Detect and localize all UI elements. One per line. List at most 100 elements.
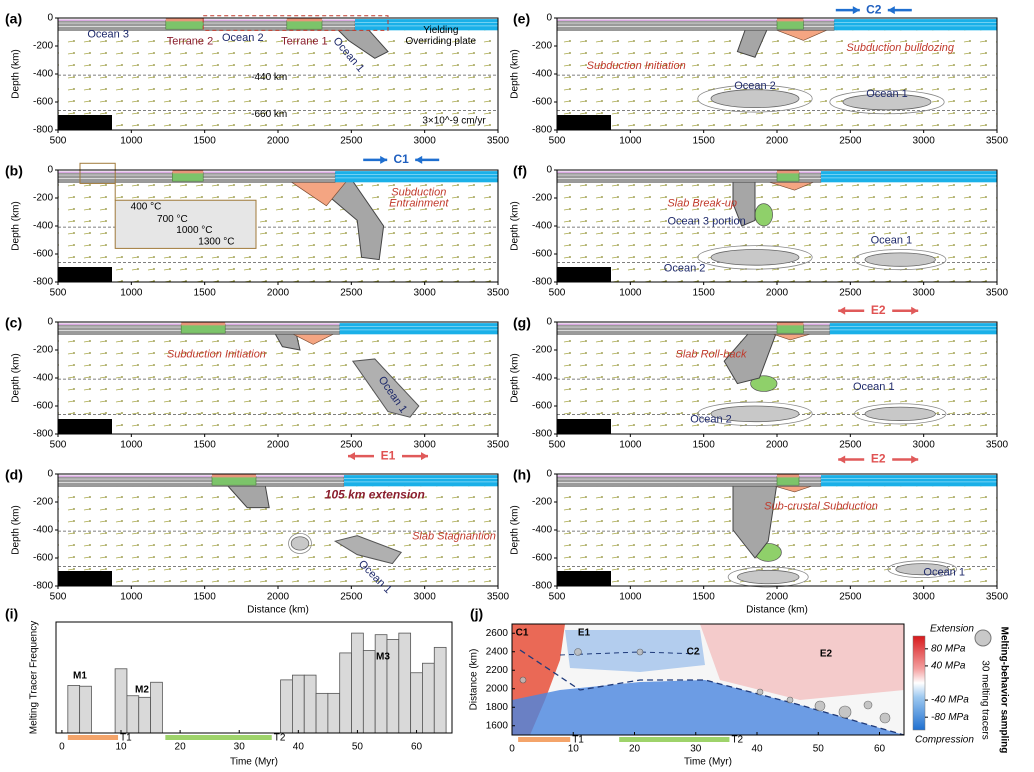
- bar: [315, 692, 329, 734]
- y-tick-label: 2600: [486, 628, 509, 639]
- terrane: [286, 19, 323, 30]
- y-tick-label: -600: [33, 401, 53, 412]
- x-tick-label: 1000: [120, 440, 143, 451]
- slab-outline: [854, 403, 947, 425]
- time-span: [518, 737, 571, 742]
- y-tick-label: -600: [532, 97, 552, 108]
- panel-label: (g): [513, 315, 531, 331]
- y-axis-label: Depth (km): [510, 505, 521, 554]
- continental-plate: [57, 475, 345, 487]
- legend-title: Melting-behavior sampling: [998, 627, 1009, 754]
- y-tick-label: -400: [33, 221, 53, 232]
- y-tick-label: 1600: [486, 720, 509, 731]
- time-label: 35.5 Myr: [560, 270, 600, 281]
- annotation: E2: [871, 303, 886, 317]
- panel-label: (f): [513, 163, 527, 179]
- x-tick-label: 1000: [619, 592, 642, 603]
- x-tick-label: 2000: [766, 136, 789, 147]
- phase-label: E2: [820, 649, 833, 660]
- x-tick-label: 1000: [619, 288, 642, 299]
- x-tick-label: 1500: [194, 288, 217, 299]
- x-tick-label: 40: [293, 742, 305, 753]
- legend-label: 30 melting tracers: [979, 660, 990, 739]
- bar: [374, 634, 388, 734]
- motion-arrow-head: [348, 452, 355, 461]
- annotation: Yielding: [423, 25, 458, 36]
- x-axis-label: Time (Myr): [684, 757, 732, 768]
- peak-label: M3: [376, 652, 390, 663]
- y-tick-label: -600: [532, 401, 552, 412]
- y-tick-label: -200: [532, 41, 552, 52]
- x-tick-label: 0: [59, 742, 65, 753]
- panel-label: (h): [513, 467, 531, 483]
- x-tick-label: 1000: [120, 136, 143, 147]
- y-tick-label: -800: [532, 429, 552, 440]
- annotation: Ocean 1: [923, 566, 965, 578]
- y-axis-label: Depth (km): [11, 49, 22, 98]
- time-label: 11.5 Myr: [61, 574, 101, 585]
- y-tick-label: -600: [532, 553, 552, 564]
- y-axis-label: Depth (km): [11, 505, 22, 554]
- oceanic-plate: [339, 323, 498, 335]
- annotation: Ocean 1: [871, 234, 913, 246]
- tracer-marker: [879, 712, 891, 724]
- y-tick-label: -400: [532, 221, 552, 232]
- model-domain: [58, 322, 498, 434]
- slab-outline: [288, 532, 312, 554]
- y-tick-label: 0: [47, 469, 53, 480]
- y-tick-label: -800: [532, 277, 552, 288]
- bar: [339, 652, 352, 734]
- x-tick-label: 3500: [986, 288, 1009, 299]
- terrane-crust: [286, 18, 322, 22]
- bar: [150, 681, 163, 734]
- time-box: [557, 115, 611, 130]
- bar: [79, 685, 92, 734]
- x-tick-label: 1500: [693, 592, 716, 603]
- x-tick-label: 0: [509, 744, 515, 755]
- annotation: Ocean 2: [222, 32, 264, 44]
- y-tick-label: -800: [33, 581, 53, 592]
- annotation: Ocean 2: [690, 413, 732, 425]
- bar: [114, 668, 128, 734]
- y-tick-label: -200: [33, 345, 53, 356]
- y-tick-label: -600: [33, 97, 53, 108]
- x-tick-label: 500: [50, 136, 67, 147]
- time-box: [58, 571, 112, 586]
- x-tick-label: 3000: [414, 440, 437, 451]
- y-tick-label: -800: [33, 277, 53, 288]
- annotation: Subduction Initiation: [587, 60, 686, 72]
- x-tick-label: 30: [234, 742, 246, 753]
- y-tick-label: 2200: [486, 665, 509, 676]
- x-tick-label: 20: [175, 742, 187, 753]
- time-box: [58, 419, 112, 434]
- time-span-label: T1: [120, 733, 132, 744]
- bar: [422, 662, 435, 734]
- time-label: 29.0 Myr: [560, 118, 600, 129]
- x-tick-label: 2000: [766, 592, 789, 603]
- terrane: [776, 323, 804, 334]
- time-label: 47.5 Myr: [560, 574, 600, 585]
- slab-outline: [887, 560, 957, 578]
- terrane-crust: [181, 322, 226, 326]
- time-span: [67, 735, 119, 740]
- x-tick-label: 500: [549, 136, 566, 147]
- tracer-marker: [838, 705, 852, 719]
- y-tick-label: 0: [546, 13, 552, 24]
- x-tick-label: 3500: [487, 592, 510, 603]
- terrane: [776, 171, 800, 182]
- y-tick-label: -800: [33, 125, 53, 136]
- annotation: C1: [394, 152, 410, 166]
- x-tick-label: 2500: [839, 136, 862, 147]
- detached-slab: [710, 89, 800, 109]
- panel-label: (c): [5, 315, 22, 331]
- motion-arrow-head: [887, 6, 895, 15]
- y-tick-label: -200: [33, 193, 53, 204]
- time-label: 38.5 Myr: [560, 422, 600, 433]
- oceanic-plate: [355, 19, 498, 31]
- x-tick-label: 3500: [986, 136, 1009, 147]
- y-axis-label: Depth (km): [510, 49, 521, 98]
- y-tick-label: -200: [33, 497, 53, 508]
- x-tick-label: 2000: [267, 440, 290, 451]
- detached-slab: [895, 563, 949, 576]
